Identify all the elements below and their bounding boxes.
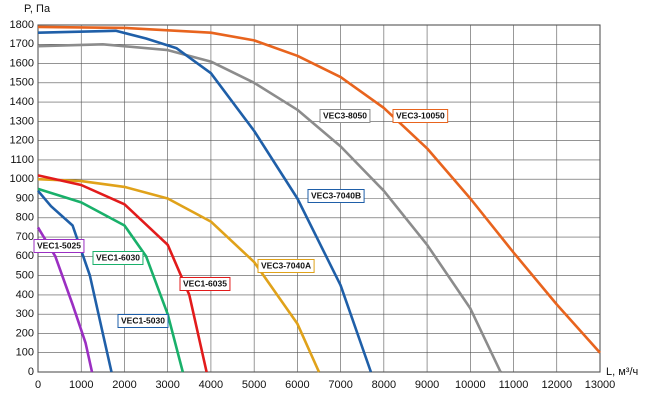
x-tick-label: 0 xyxy=(35,379,41,391)
x-tick-label: 7000 xyxy=(328,379,352,391)
series-label: VEC1-5030 xyxy=(121,315,165,325)
series-label-box xyxy=(117,314,169,328)
series-label: VEC3-8050 xyxy=(323,110,367,120)
series-label: VEC1-5025 xyxy=(37,240,81,250)
y-tick-label: 1700 xyxy=(10,38,34,50)
x-tick-label: 3000 xyxy=(155,379,179,391)
x-tick-label: 1000 xyxy=(69,379,93,391)
series-label-box xyxy=(319,109,371,123)
y-tick-label: 1800 xyxy=(10,19,34,31)
series-label: VEC3-7040A xyxy=(261,260,311,270)
x-tick-label: 4000 xyxy=(199,379,223,391)
y-tick-label: 900 xyxy=(16,192,34,204)
y-tick-label: 700 xyxy=(16,231,34,243)
y-tick-label: 1600 xyxy=(10,57,34,69)
y-tick-label: 1500 xyxy=(10,77,34,89)
x-tick-label: 8000 xyxy=(372,379,396,391)
series-label-box xyxy=(179,277,231,291)
series-label: VEC3-10050 xyxy=(396,110,445,120)
y-tick-label: 800 xyxy=(16,212,34,224)
x-axis-title: L, м³/ч xyxy=(606,366,638,378)
series-line xyxy=(37,43,502,373)
series-label: VEC3-7040B xyxy=(311,190,361,200)
series-line xyxy=(37,174,208,373)
series-line xyxy=(37,187,185,373)
series-line xyxy=(37,177,321,373)
series-label-box xyxy=(307,189,365,203)
x-tick-label: 13000 xyxy=(585,379,616,391)
y-tick-label: 100 xyxy=(16,347,34,359)
x-tick-label: 10000 xyxy=(455,379,486,391)
series-label-box xyxy=(33,239,85,253)
x-tick-label: 2000 xyxy=(112,379,136,391)
x-tick-label: 11000 xyxy=(499,379,529,391)
series-label: VEC1-6035 xyxy=(183,278,227,288)
y-tick-label: 600 xyxy=(16,250,34,262)
y-tick-label: 1400 xyxy=(10,96,34,108)
y-tick-label: 1000 xyxy=(10,173,34,185)
series-label-box xyxy=(392,109,449,123)
x-tick-label: 9000 xyxy=(415,379,439,391)
y-axis-title: P, Па xyxy=(24,3,51,15)
series-line xyxy=(37,29,373,373)
series-label-box xyxy=(92,251,144,265)
series-line xyxy=(37,25,601,354)
series-label: VEC1-6030 xyxy=(96,252,140,262)
y-tick-label: 500 xyxy=(16,270,34,282)
y-tick-label: 300 xyxy=(16,308,34,320)
y-tick-label: 1200 xyxy=(10,135,34,147)
x-tick-label: 12000 xyxy=(541,379,572,391)
y-tick-label: 400 xyxy=(16,289,34,301)
series-label-box xyxy=(257,259,315,273)
y-tick-label: 1300 xyxy=(10,115,34,127)
y-tick-label: 1100 xyxy=(10,154,34,166)
y-tick-label: 0 xyxy=(28,366,34,378)
y-tick-label: 200 xyxy=(16,327,34,339)
x-tick-label: 5000 xyxy=(242,379,266,391)
x-tick-label: 6000 xyxy=(285,379,309,391)
